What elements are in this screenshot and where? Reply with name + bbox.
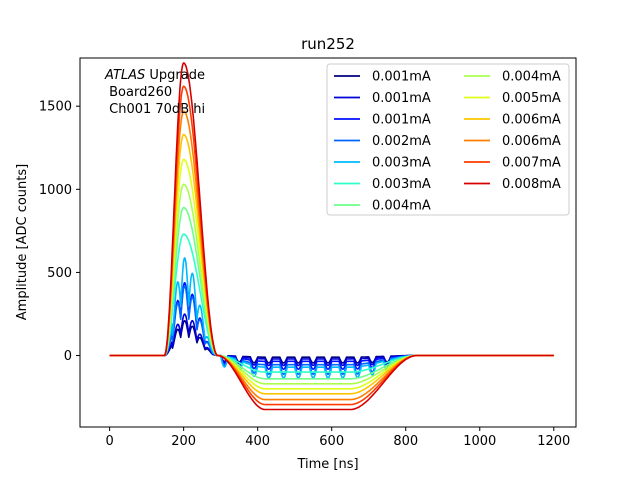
legend-label: 0.004mA <box>502 70 561 85</box>
annotation-channel: Ch001 70dB hi <box>105 102 205 117</box>
series-line <box>109 62 554 411</box>
legend-label: 0.006mA <box>502 113 561 128</box>
x-axis-label: Time [ns] <box>296 457 358 472</box>
x-tick-label: 1000 <box>463 434 496 449</box>
annotation-atlas: ATLAS Upgrade <box>104 68 205 83</box>
y-tick-label: 1500 <box>39 100 72 115</box>
legend-label: 0.001mA <box>372 91 431 106</box>
x-tick-label: 800 <box>393 434 418 449</box>
y-tick-label: 0 <box>64 349 72 364</box>
chart-title: run252 <box>301 35 355 53</box>
x-tick-label: 600 <box>319 434 344 449</box>
y-tick-label: 1000 <box>39 183 72 198</box>
x-axis-ticks: 0 200 400 600 800 1000 1200 <box>105 427 570 449</box>
legend-box <box>326 63 570 216</box>
annotation-atlas-rest: Upgrade <box>145 68 205 83</box>
legend-label: 0.001mA <box>372 113 431 128</box>
y-axis-ticks: 0 500 1000 1500 <box>39 100 80 364</box>
series-layer <box>109 62 554 411</box>
annotation-board: Board260 <box>105 85 172 100</box>
legend-label: 0.001mA <box>372 70 431 85</box>
x-tick-label: 0 <box>105 434 113 449</box>
legend-label: 0.006mA <box>502 134 561 149</box>
x-tick-label: 200 <box>171 434 196 449</box>
legend: 0.001mA 0.001mA 0.001mA 0.002mA 0.003mA 0.003… <box>326 63 570 216</box>
legend-label: 0.007mA <box>502 156 561 171</box>
legend-label: 0.008mA <box>502 177 561 192</box>
x-tick-label: 1200 <box>537 434 570 449</box>
y-axis-label: Amplitude [ADC counts] <box>15 164 30 320</box>
legend-label: 0.004mA <box>372 199 431 214</box>
plot-frame <box>79 57 577 428</box>
legend-label: 0.005mA <box>502 91 561 106</box>
legend-label: 0.003mA <box>372 177 431 192</box>
y-tick-label: 500 <box>47 266 72 281</box>
annotation-block: ATLAS Upgrade Board260 Ch001 70dB hi <box>104 68 205 117</box>
x-tick-label: 400 <box>245 434 270 449</box>
legend-label: 0.003mA <box>372 156 431 171</box>
legend-label: 0.002mA <box>372 134 431 149</box>
annotation-atlas-italic: ATLAS <box>104 68 145 83</box>
